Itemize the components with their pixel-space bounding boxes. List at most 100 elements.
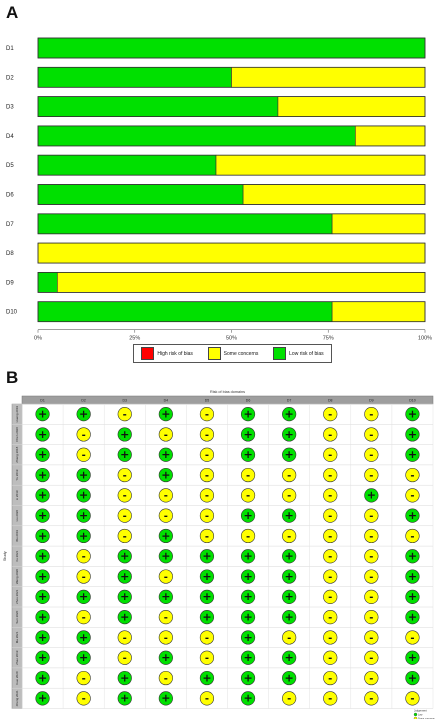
judgement-symbol-r7-c5: + [243, 550, 252, 563]
study-label-8: Wang 2020 [15, 569, 19, 585]
judgement-dot-r0-c8 [364, 407, 379, 422]
judgement-symbol-r7-c2: + [120, 550, 129, 563]
judgement-dot-r6-c5 [240, 528, 256, 544]
judgement-symbol-r4-c5: - [246, 491, 250, 502]
study-label-7: Xu 2021 [15, 550, 19, 562]
judgement-dot-r1-c8 [364, 427, 379, 442]
judgement-dot-r5-c4 [199, 508, 215, 523]
judgement-symbol-r5-c2: - [123, 511, 127, 522]
judgement-dot-r13-c8 [364, 670, 379, 686]
judgement-dot-r11-c8 [364, 630, 379, 645]
judgement-dot-r7-c0 [35, 549, 50, 564]
judgement-symbol-r6-c5: - [246, 531, 250, 542]
judgement-dot-r5-c2 [117, 508, 132, 523]
judgement-symbol-r8-c7: - [328, 572, 332, 583]
judgement-dot-r8-c8 [364, 569, 379, 584]
category-label-d4: D4 [6, 134, 14, 140]
judgement-dot-r9-c4 [199, 589, 215, 604]
judgement-symbol-r5-c0: + [38, 509, 47, 522]
judgement-symbol-r4-c1: + [79, 489, 88, 502]
judgement-symbol-r11-c1: + [79, 631, 88, 644]
judgement-symbol-r9-c5: + [243, 590, 252, 603]
judgement-symbol-r14-c5: + [243, 692, 252, 705]
study-label-0: Huang 2019 [15, 406, 19, 423]
judgement-dot-r11-c6 [282, 630, 297, 645]
bar-outline-d2 [37, 66, 426, 88]
judgement-symbol-r12-c7: - [328, 653, 332, 664]
judgement-dot-r10-c5 [240, 610, 256, 625]
judgement-symbol-r1-c6: + [285, 428, 294, 441]
judgement-dot-r11-c0 [35, 630, 50, 645]
judgement-dot-r3-c2 [117, 467, 132, 483]
judgement-symbol-r13-c0: + [38, 671, 47, 684]
judgement-symbol-r10-c2: + [120, 610, 129, 623]
judgement-symbol-r1-c2: + [120, 428, 129, 441]
study-label-5: Liu 2020 [15, 510, 19, 522]
judgement-dot-r7-c5 [240, 549, 256, 564]
judgement-symbol-r8-c4: + [202, 570, 211, 583]
judgement-symbol-r7-c3: + [161, 550, 170, 563]
judgement-legend-label-1: Some concerns [418, 718, 435, 719]
judgement-dot-r8-c1 [76, 569, 91, 584]
judgement-symbol-r2-c1: - [82, 450, 86, 461]
judgement-symbol-r9-c7: - [328, 592, 332, 603]
judgement-dot-r9-c0 [35, 589, 50, 604]
judgement-dot-r12-c2 [117, 650, 132, 665]
judgement-symbol-r7-c7: - [328, 552, 332, 563]
judgement-symbol-r11-c7: - [328, 633, 332, 644]
judgement-symbol-r10-c0: + [38, 610, 47, 623]
judgement-symbol-r6-c7: - [328, 531, 332, 542]
judgement-symbol-r3-c8: - [369, 470, 373, 481]
category-label-d1: D1 [6, 46, 14, 52]
bar-d1-low [37, 37, 426, 59]
traffic-light-plot: Risk of bias domains D1 D2 D3 D4 D5 D6 D7 D8 D9 D1… [3, 390, 435, 719]
column-header-d10: D10 [409, 399, 415, 403]
judgement-symbol-r1-c4: - [205, 430, 209, 441]
judgement-dot-r12-c7 [323, 650, 338, 665]
judgement-symbol-r0-c5: + [243, 407, 252, 420]
judgement-dot-r8-c2 [117, 569, 132, 584]
judgement-symbol-r12-c0: + [38, 651, 47, 664]
judgement-symbol-r3-c7: - [328, 470, 332, 481]
judgement-dot-r0-c3 [158, 407, 173, 422]
judgement-dot-r0-c9 [405, 407, 420, 422]
judgement-symbol-r1-c1: - [82, 430, 86, 441]
judgement-symbol-r14-c9: - [410, 694, 414, 705]
judgement-dot-r8-c7 [323, 569, 338, 584]
judgement-symbol-r9-c1: + [79, 590, 88, 603]
judgement-symbol-r3-c2: - [123, 470, 127, 481]
judgement-dot-r0-c4 [199, 407, 215, 422]
category-label-d10: D10 [6, 310, 18, 316]
column-header-d1: D1 [40, 399, 45, 403]
judgement-dot-r0-c1 [76, 407, 91, 422]
judgement-symbol-r12-c4: - [205, 653, 209, 664]
bar-outline-d8 [37, 242, 426, 264]
category-label-d2: D2 [6, 75, 14, 81]
judgement-symbol-r6-c6: - [287, 531, 291, 542]
study-label-9: Zhou 2021 [15, 589, 19, 604]
judgement-symbol-r7-c6: + [285, 550, 294, 563]
judgement-dot-r3-c3 [158, 467, 173, 483]
judgement-dot-r3-c6 [282, 467, 297, 483]
judgement-dot-r6-c2 [117, 528, 132, 544]
judgement-dot-r4-c9 [405, 488, 420, 503]
judgement-symbol-r9-c8: - [369, 592, 373, 603]
judgement-symbol-r10-c5: + [243, 610, 252, 623]
judgement-symbol-r9-c3: + [161, 590, 170, 603]
bar-d6-some [242, 184, 426, 205]
bar-d9-low [37, 272, 58, 293]
judgement-dot-r6-c1 [76, 528, 91, 544]
judgement-dot-r7-c1 [76, 549, 91, 564]
judgement-dot-r6-c9 [405, 528, 420, 544]
judgement-dot-r4-c8 [364, 488, 379, 503]
judgement-dot-r9-c2 [117, 589, 132, 604]
judgement-dot-r14-c6 [282, 691, 297, 706]
judgement-symbol-r0-c7: - [328, 409, 332, 420]
x-tick-label-1: 25% [129, 336, 140, 342]
judgement-dot-r6-c6 [282, 528, 297, 544]
legend-panel-a: High risk of bias Some concerns Low risk… [133, 344, 332, 363]
judgement-dot-r14-c1 [76, 691, 91, 706]
judgement-legend-dot-0 [413, 712, 418, 717]
judgement-dot-r6-c4 [199, 528, 215, 544]
judgement-dot-r11-c5 [240, 630, 256, 645]
